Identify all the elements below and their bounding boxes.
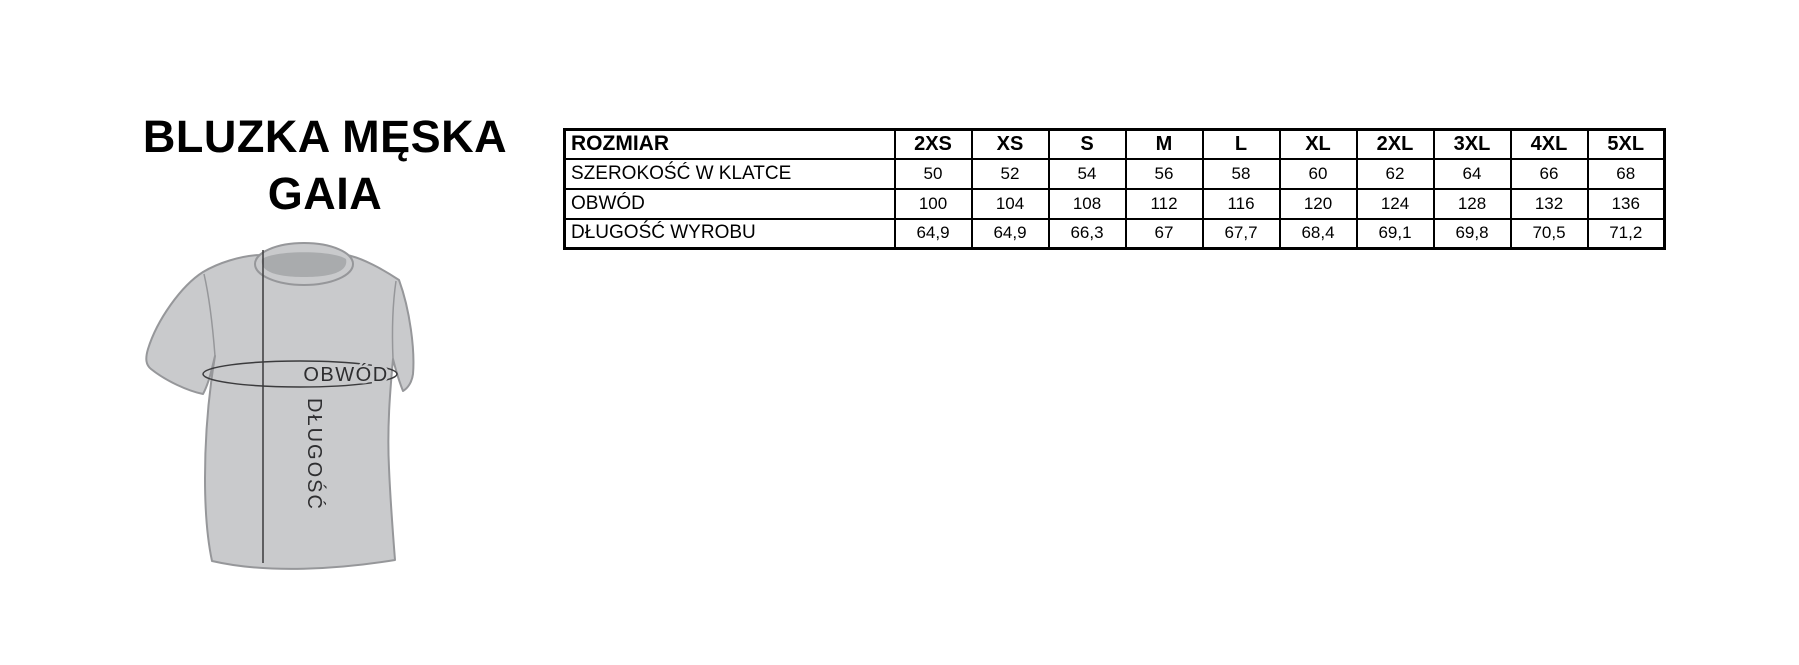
size-value-cell: 64,9 [970, 217, 1050, 250]
size-column-header: M [1124, 128, 1204, 160]
size-value-cell: 112 [1124, 187, 1204, 220]
tshirt-diagram-svg: OBWÓD DŁUGOŚĆ [145, 242, 415, 570]
size-column-header: 3XL [1432, 128, 1512, 160]
size-value-cell: 64 [1432, 157, 1512, 190]
size-value-cell: 104 [970, 187, 1050, 220]
table-row-product-length: DŁUGOŚĆ WYROBU 64,9 64,9 66,3 67 67,7 68… [563, 217, 1666, 250]
size-column-header: XL [1278, 128, 1358, 160]
size-value-cell: 67,7 [1201, 217, 1281, 250]
tshirt-body [145, 248, 415, 570]
tshirt-diagram: OBWÓD DŁUGOŚĆ [120, 215, 430, 585]
size-table-header-row: ROZMIAR 2XS XS S M L XL 2XL 3XL 4XL 5XL [563, 128, 1666, 160]
size-column-header: 4XL [1509, 128, 1589, 160]
size-value-cell: 71,2 [1586, 217, 1666, 250]
size-value-cell: 54 [1047, 157, 1127, 190]
girth-label: OBWÓD [303, 363, 388, 386]
size-value-cell: 62 [1355, 157, 1435, 190]
size-value-cell: 66,3 [1047, 217, 1127, 250]
sleeve-seam-right [391, 280, 397, 360]
size-value-cell: 120 [1278, 187, 1358, 220]
size-value-cell: 67 [1124, 217, 1204, 250]
size-value-cell: 68 [1586, 157, 1666, 190]
size-table: ROZMIAR 2XS XS S M L XL 2XL 3XL 4XL 5XL … [563, 128, 1666, 250]
size-column-header: XS [970, 128, 1050, 160]
size-value-cell: 116 [1201, 187, 1281, 220]
product-title-line1: BLUZKA MĘSKA [142, 111, 508, 162]
length-label: DŁUGOŚĆ [303, 398, 327, 511]
table-row-girth: OBWÓD 100 104 108 112 116 120 124 128 13… [563, 187, 1666, 220]
size-table-corner-label: ROZMIAR [563, 128, 896, 160]
size-column-header: L [1201, 128, 1281, 160]
product-title-line2: GAIA [267, 168, 383, 219]
measurement-row-label: DŁUGOŚĆ WYROBU [563, 217, 896, 250]
size-value-cell: 132 [1509, 187, 1589, 220]
measurement-row-label: OBWÓD [563, 187, 896, 220]
size-value-cell: 56 [1124, 157, 1204, 190]
size-value-cell: 58 [1201, 157, 1281, 190]
size-value-cell: 60 [1278, 157, 1358, 190]
table-row-chest-width: SZEROKOŚĆ W KLATCE 50 52 54 56 58 60 62 … [563, 157, 1666, 190]
size-value-cell: 70,5 [1509, 217, 1589, 250]
collar-opening [261, 252, 347, 277]
size-column-header: 2XS [893, 128, 973, 160]
measurement-row-label: SZEROKOŚĆ W KLATCE [563, 157, 896, 190]
size-column-header: 2XL [1355, 128, 1435, 160]
size-value-cell: 124 [1355, 187, 1435, 220]
sleeve-seam-left [203, 273, 216, 357]
size-value-cell: 100 [893, 187, 973, 220]
product-title: BLUZKA MĘSKA GAIA [130, 108, 520, 222]
girth-measure-ellipse [202, 360, 398, 388]
size-value-cell: 108 [1047, 187, 1127, 220]
size-value-cell: 50 [893, 157, 973, 190]
size-value-cell: 136 [1586, 187, 1666, 220]
size-value-cell: 52 [970, 157, 1050, 190]
size-table-container: ROZMIAR 2XS XS S M L XL 2XL 3XL 4XL 5XL … [563, 128, 1666, 250]
size-value-cell: 69,8 [1432, 217, 1512, 250]
size-value-cell: 64,9 [893, 217, 973, 250]
size-column-header: 5XL [1586, 128, 1666, 160]
size-value-cell: 66 [1509, 157, 1589, 190]
size-column-header: S [1047, 128, 1127, 160]
size-value-cell: 69,1 [1355, 217, 1435, 250]
size-value-cell: 68,4 [1278, 217, 1358, 250]
size-value-cell: 128 [1432, 187, 1512, 220]
